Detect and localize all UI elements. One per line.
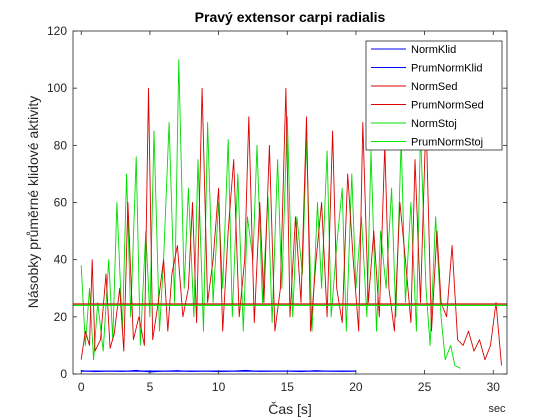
legend: NormKlid PrumNormKlid NormSed PrumNormSed No… <box>365 40 503 151</box>
x-tick-label: 15 <box>281 380 295 394</box>
y-axis-label: Násobky průměrné klidové aktivity <box>25 96 41 308</box>
x-axis-unit: sec <box>488 403 506 415</box>
legend-box <box>365 40 503 151</box>
y-tick-label: 80 <box>54 138 68 152</box>
y-tick-label: 120 <box>47 24 67 38</box>
y-tick-label: 40 <box>54 253 68 267</box>
x-tick-label: 30 <box>487 380 501 394</box>
legend-label: PrumNormSed <box>411 100 484 112</box>
y-tick-label: 100 <box>47 81 67 95</box>
y-tick-label: 60 <box>54 196 68 210</box>
x-tick-label: 25 <box>418 380 432 394</box>
y-tick-label: 0 <box>60 367 67 381</box>
chart-title: Pravý extensor carpi radialis <box>195 9 386 25</box>
x-axis-label: Čas [s] <box>268 401 312 417</box>
x-tick-label: 20 <box>349 380 363 394</box>
legend-label: NormKlid <box>411 44 456 56</box>
legend-label: PrumNormStoj <box>411 137 483 149</box>
x-tick-label: 0 <box>78 380 85 394</box>
ticks-layer: 0 5 10 15 20 25 30 0 20 40 60 80 100 120 <box>47 24 507 394</box>
x-tick-label: 10 <box>212 380 226 394</box>
series-line-normsed <box>80 87 502 366</box>
x-tick-label: 5 <box>147 380 154 394</box>
legend-label: NormStoj <box>411 118 457 130</box>
y-tick-label: 20 <box>54 310 68 324</box>
legend-label: PrumNormKlid <box>411 63 483 75</box>
legend-label: NormSed <box>411 81 457 93</box>
